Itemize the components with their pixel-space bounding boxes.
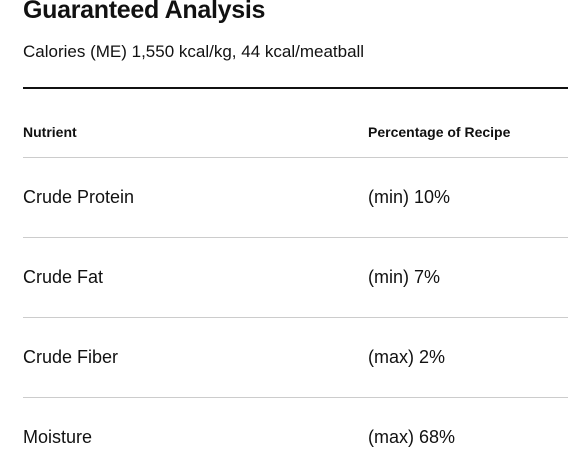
nutrient-cell: Crude Fat xyxy=(23,267,104,287)
percentage-cell: (min) 10% xyxy=(368,187,451,207)
row-separator xyxy=(23,317,568,318)
percentage-cell: (max) 68% xyxy=(368,427,456,447)
title: Guaranteed Analysis xyxy=(23,0,266,24)
column-header: Nutrient xyxy=(23,124,77,140)
nutrient-cell: Crude Fiber xyxy=(23,347,119,367)
row-separator xyxy=(23,397,568,398)
row-separator xyxy=(23,237,568,238)
nutrient-cell: Crude Protein xyxy=(23,187,135,207)
percentage-cell: (min) 7% xyxy=(368,267,441,287)
column-header: Percentage of Recipe xyxy=(368,124,511,140)
divider xyxy=(23,87,568,89)
subtitle: Calories (ME) 1,550 kcal/kg, 44 kcal/mea… xyxy=(23,42,365,61)
row-separator xyxy=(23,157,568,158)
percentage-cell: (max) 2% xyxy=(368,347,446,367)
nutrient-cell: Moisture xyxy=(23,427,93,447)
